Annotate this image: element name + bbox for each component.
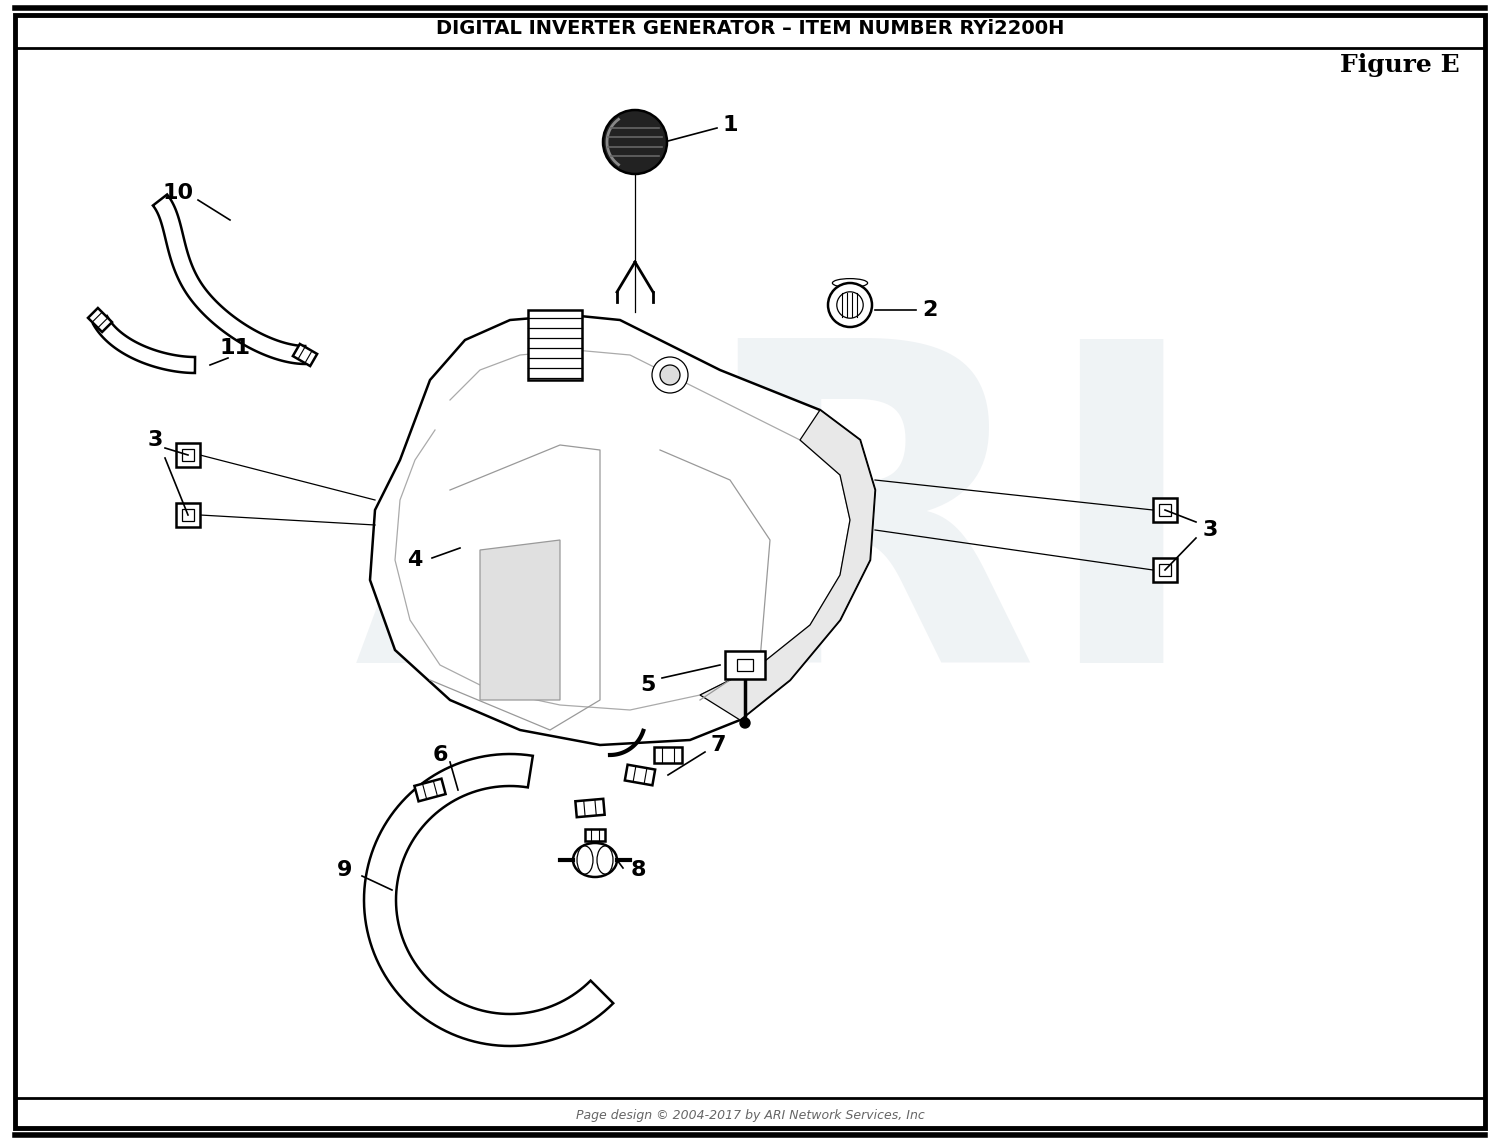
FancyBboxPatch shape [576,799,604,817]
Text: 6: 6 [432,745,447,765]
Polygon shape [364,754,614,1046]
Circle shape [660,365,680,385]
Text: ARI: ARI [354,325,1206,756]
Text: DIGITAL INVERTER GENERATOR – ITEM NUMBER RYi2200H: DIGITAL INVERTER GENERATOR – ITEM NUMBER… [436,18,1064,38]
Polygon shape [700,410,874,720]
Circle shape [837,291,862,318]
FancyBboxPatch shape [182,449,194,461]
Polygon shape [93,315,195,373]
Text: 8: 8 [630,860,645,880]
Text: Figure E: Figure E [1341,53,1460,77]
FancyBboxPatch shape [724,652,765,679]
Circle shape [740,718,750,728]
Polygon shape [370,315,874,745]
FancyBboxPatch shape [626,765,656,785]
Text: 4: 4 [408,550,423,570]
Polygon shape [528,310,582,379]
FancyBboxPatch shape [182,509,194,521]
FancyBboxPatch shape [414,778,446,801]
FancyBboxPatch shape [736,660,753,671]
Text: 11: 11 [219,338,251,358]
Text: 9: 9 [338,860,352,880]
Circle shape [828,283,872,327]
FancyBboxPatch shape [1160,563,1172,576]
Polygon shape [480,539,560,700]
Text: 3: 3 [147,430,162,450]
Polygon shape [153,194,304,363]
Ellipse shape [833,279,867,287]
Circle shape [652,357,688,393]
FancyBboxPatch shape [176,503,200,527]
Circle shape [603,110,668,174]
Text: Page design © 2004-2017 by ARI Network Services, Inc: Page design © 2004-2017 by ARI Network S… [576,1109,924,1121]
FancyBboxPatch shape [654,748,682,764]
Text: 1: 1 [723,115,738,135]
FancyBboxPatch shape [176,443,200,467]
FancyBboxPatch shape [1154,498,1178,522]
FancyBboxPatch shape [1154,558,1178,582]
Ellipse shape [573,844,616,877]
Text: 3: 3 [1203,520,1218,539]
Text: 10: 10 [162,183,194,203]
Text: 2: 2 [922,299,938,320]
FancyBboxPatch shape [292,344,316,366]
Ellipse shape [597,846,613,874]
Ellipse shape [578,846,592,874]
Text: 5: 5 [640,676,656,695]
FancyBboxPatch shape [88,307,112,331]
FancyBboxPatch shape [585,829,604,841]
Text: 7: 7 [711,735,726,756]
FancyBboxPatch shape [1160,504,1172,515]
